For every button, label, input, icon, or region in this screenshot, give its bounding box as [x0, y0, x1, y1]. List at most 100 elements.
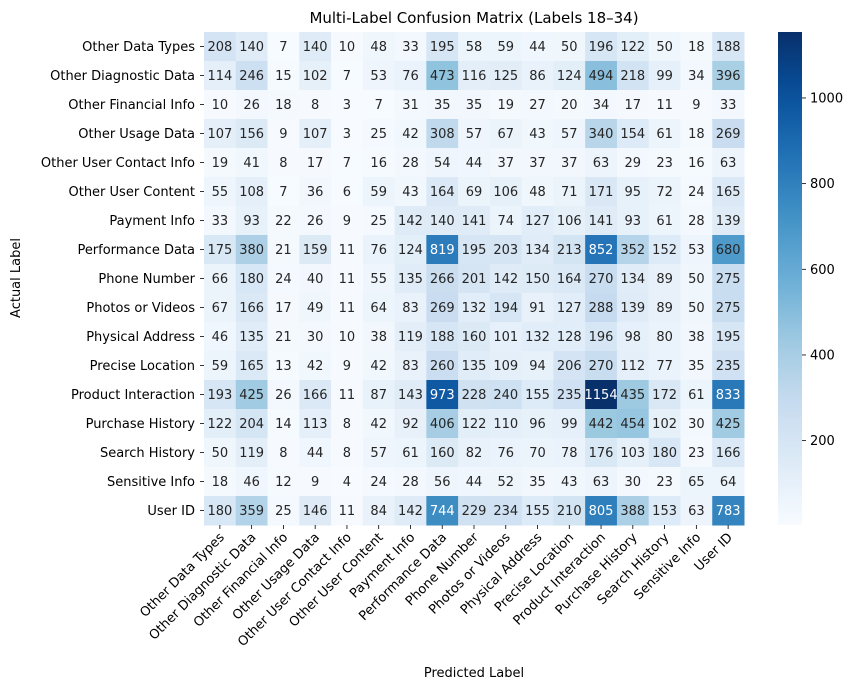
heatmap-cell — [680, 351, 713, 381]
heatmap-cell — [204, 380, 237, 410]
cell-value-label: 180 — [652, 446, 677, 461]
heatmap-cell — [521, 467, 554, 497]
heatmap-cell — [521, 322, 554, 352]
heatmap-cell — [489, 322, 523, 352]
heatmap-cell — [299, 119, 332, 149]
cell-value-label: 34 — [688, 69, 705, 84]
cell-value-label: 11 — [339, 388, 356, 403]
cell-value-label: 58 — [466, 40, 483, 55]
cell-value-label: 288 — [589, 301, 614, 316]
heatmap-cell — [553, 409, 586, 439]
cell-value-label: 7 — [279, 185, 287, 200]
heatmap-cell — [553, 351, 586, 381]
cell-value-label: 425 — [239, 388, 264, 403]
cell-value-label: 146 — [303, 504, 328, 519]
heatmap-cell — [299, 322, 332, 352]
cell-value-label: 59 — [497, 40, 514, 55]
cell-value-label: 109 — [493, 359, 518, 374]
cell-value-label: 74 — [497, 214, 514, 229]
cell-value-label: 98 — [625, 330, 642, 345]
cell-value-label: 194 — [493, 301, 518, 316]
cell-value-label: 24 — [275, 272, 292, 287]
heatmap-cell — [553, 293, 586, 323]
cell-value-label: 34 — [593, 98, 610, 113]
heatmap-cell — [585, 380, 618, 410]
cell-value-label: 140 — [303, 40, 328, 55]
cell-value-label: 16 — [688, 156, 705, 171]
cell-value-label: 95 — [625, 185, 642, 200]
heatmap-cell — [235, 32, 269, 62]
heatmap-cell — [267, 380, 300, 410]
cell-value-label: 44 — [466, 156, 483, 171]
cell-value-label: 23 — [688, 446, 705, 461]
heatmap-cell — [362, 148, 396, 178]
cell-value-label: 64 — [720, 475, 737, 490]
cell-value-label: 442 — [589, 417, 614, 432]
heatmap-cell — [204, 467, 237, 497]
cell-value-label: 175 — [207, 243, 232, 258]
heatmap-cell — [362, 32, 396, 62]
cell-value-label: 10 — [339, 40, 356, 55]
heatmap-cell — [521, 438, 554, 468]
cell-value-label: 24 — [370, 475, 387, 490]
heatmap-cell — [299, 61, 332, 91]
cell-value-label: 63 — [593, 156, 610, 171]
heatmap-cell — [394, 322, 427, 352]
cell-value-label: 388 — [620, 504, 645, 519]
heatmap-cell — [394, 467, 427, 497]
heatmap-cell — [712, 235, 745, 265]
cell-value-label: 102 — [652, 417, 677, 432]
cell-value-label: 159 — [303, 243, 328, 258]
heatmap-cell — [362, 90, 396, 120]
cell-value-label: 156 — [239, 127, 264, 142]
heatmap-cell — [426, 61, 459, 91]
heatmap-cell — [235, 438, 269, 468]
heatmap-cell — [426, 264, 459, 294]
cell-value-label: 20 — [561, 98, 578, 113]
cell-value-label: 40 — [307, 272, 324, 287]
heatmap-cell — [235, 467, 269, 497]
heatmap-cell — [648, 351, 681, 381]
cell-value-label: 142 — [398, 504, 423, 519]
cell-value-label: 266 — [430, 272, 455, 287]
cell-value-label: 195 — [462, 243, 487, 258]
heatmap-cell — [331, 293, 364, 323]
cell-value-label: 11 — [339, 504, 356, 519]
cell-value-label: 18 — [275, 98, 292, 113]
cell-value-label: 57 — [370, 446, 387, 461]
cell-value-label: 819 — [430, 243, 455, 258]
cell-value-label: 124 — [398, 243, 423, 258]
heatmap-cell — [235, 293, 269, 323]
y-tick-label: Sensitive Info — [107, 475, 195, 490]
heatmap-cell — [299, 409, 332, 439]
cell-value-label: 12 — [275, 475, 292, 490]
cell-value-label: 973 — [430, 388, 455, 403]
cell-value-label: 26 — [243, 98, 260, 113]
cell-value-label: 9 — [692, 98, 700, 113]
cell-value-label: 50 — [688, 301, 705, 316]
heatmap-cell — [204, 90, 237, 120]
heatmap-cell — [362, 322, 396, 352]
heatmap-cell — [680, 438, 713, 468]
heatmap-cell — [458, 148, 491, 178]
cell-value-label: 9 — [311, 475, 319, 490]
cell-value-label: 21 — [275, 243, 292, 258]
cell-value-label: 142 — [493, 272, 518, 287]
heatmap-cell — [648, 148, 681, 178]
cell-value-label: 36 — [307, 185, 324, 200]
heatmap-cell — [712, 32, 745, 62]
y-tick-label: Photos or Videos — [86, 301, 195, 316]
cell-value-label: 166 — [716, 446, 741, 461]
heatmap-cell — [394, 148, 427, 178]
cell-value-label: 208 — [207, 40, 232, 55]
heatmap-cell — [585, 409, 618, 439]
heatmap-cell — [616, 148, 650, 178]
cell-value-label: 63 — [593, 475, 610, 490]
cell-value-label: 744 — [430, 504, 455, 519]
cell-value-label: 9 — [279, 127, 287, 142]
cell-value-label: 23 — [656, 156, 673, 171]
cell-value-label: 84 — [370, 504, 387, 519]
heatmap-cell — [680, 496, 713, 526]
heatmap-cell — [299, 235, 332, 265]
heatmap-cell — [680, 61, 713, 91]
